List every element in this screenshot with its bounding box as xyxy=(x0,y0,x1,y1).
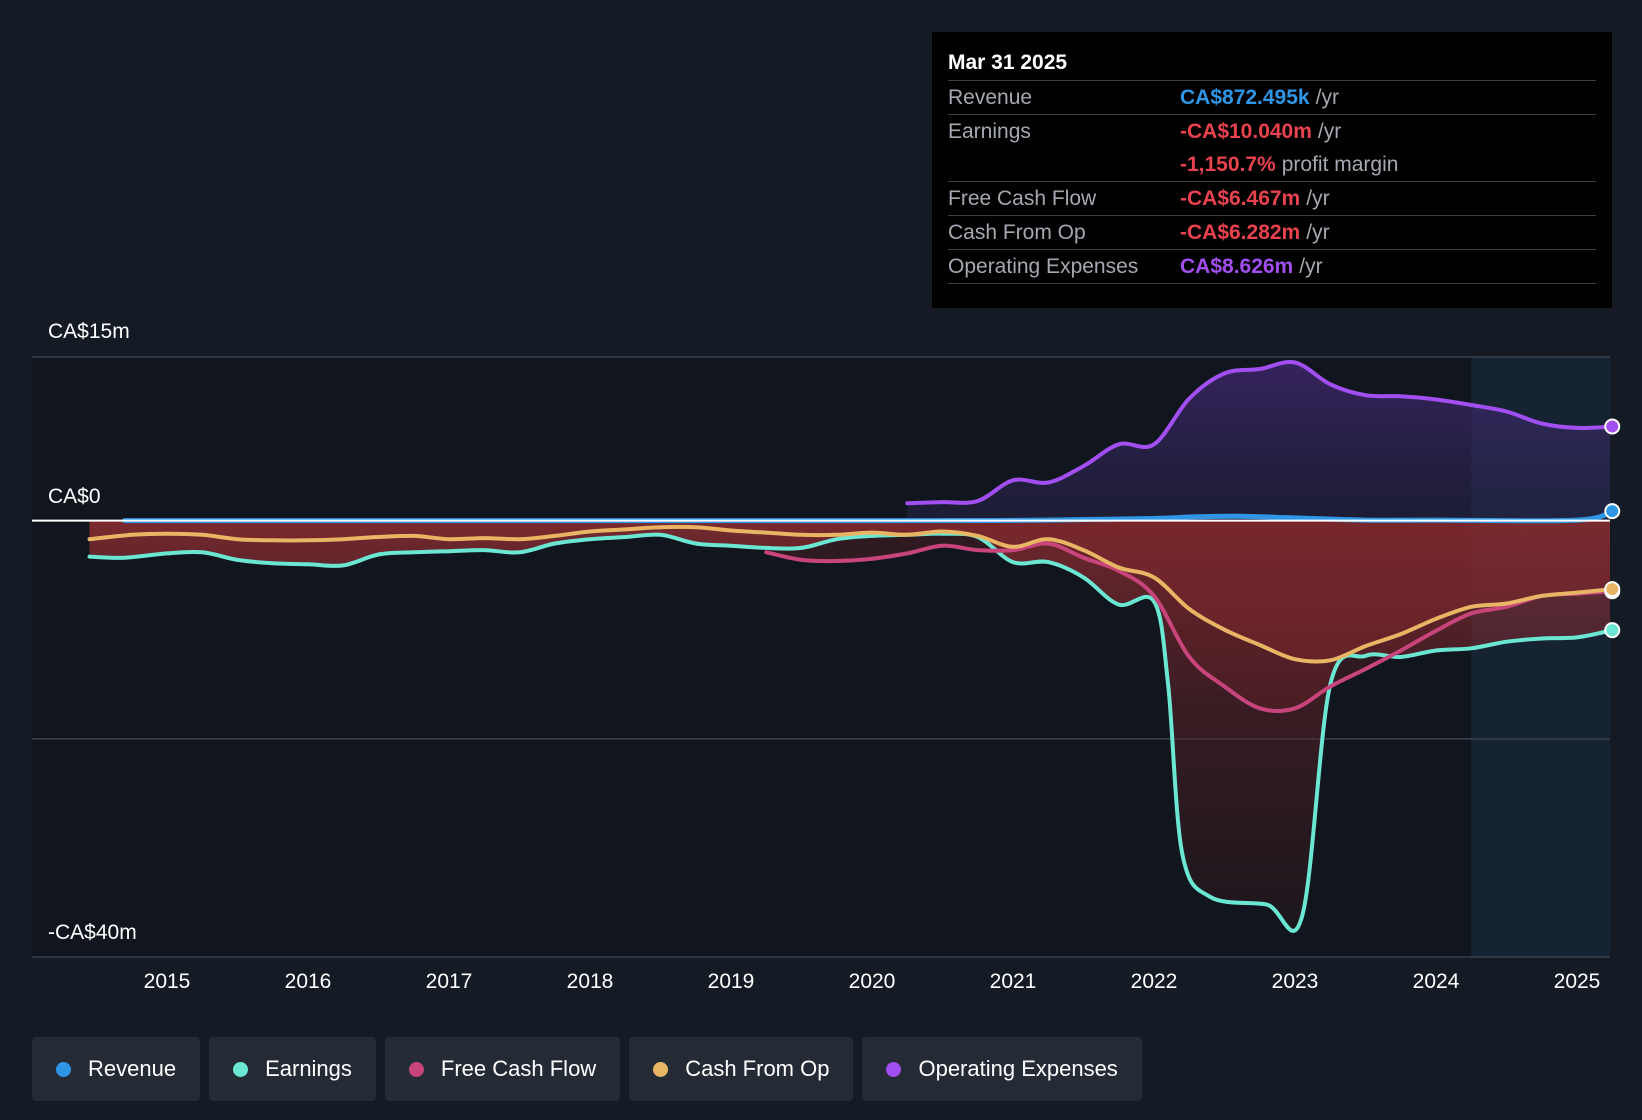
tooltip-row-free-cash-flow: Free Cash Flow -CA$6.467m /yr xyxy=(948,181,1596,215)
revenue-dot-icon xyxy=(56,1061,71,1077)
tooltip-divider xyxy=(948,283,1596,284)
legend-item-operating-expenses[interactable]: Operating Expenses xyxy=(862,1037,1142,1101)
y-label-bottom: -CA$40m xyxy=(48,921,137,944)
tooltip-row-revenue: Revenue CA$872.495k /yr xyxy=(948,80,1596,114)
x-tick-label: 2020 xyxy=(848,970,896,993)
legend-label: Earnings xyxy=(265,1056,352,1081)
tooltip-row-earnings: Earnings -CA$10.040m /yr xyxy=(948,114,1596,148)
x-tick-label: 2025 xyxy=(1553,970,1601,993)
tooltip-row-profit-margin: -1,150.7% profit margin xyxy=(948,148,1596,181)
y-label-zero: CA$0 xyxy=(48,485,101,508)
tooltip-label: Earnings xyxy=(948,120,1031,143)
legend: Revenue Earnings Free Cash Flow Cash Fro… xyxy=(32,1037,1142,1101)
cash-from-op-dot-icon xyxy=(653,1061,669,1077)
tooltip-unit: /yr xyxy=(1306,187,1330,210)
x-tick-label: 2016 xyxy=(284,970,332,993)
tooltip-label: Cash From Op xyxy=(948,221,1086,244)
legend-item-free-cash-flow[interactable]: Free Cash Flow xyxy=(384,1037,621,1101)
tooltip-label xyxy=(948,148,1180,181)
operating-expenses-dot-icon xyxy=(886,1061,902,1077)
cash-from-op-endpoint[interactable] xyxy=(1604,581,1621,598)
legend-label: Free Cash Flow xyxy=(440,1056,597,1081)
x-tick-label: 2022 xyxy=(1130,970,1178,993)
tooltip-unit: profit margin xyxy=(1281,153,1399,176)
tooltip-unit: /yr xyxy=(1317,120,1342,143)
tooltip-unit: /yr xyxy=(1306,221,1330,244)
tooltip-value: -1,150.7% xyxy=(1180,153,1276,176)
tooltip-label: Free Cash Flow xyxy=(948,187,1097,210)
operating-expenses-line[interactable] xyxy=(905,359,1612,506)
x-tick-label: 2021 xyxy=(989,970,1037,993)
tooltip-date: Mar 31 2025 xyxy=(948,51,1068,74)
revenue-endpoint[interactable] xyxy=(1604,503,1621,520)
earnings-dot-icon xyxy=(233,1061,249,1077)
tooltip-value: -CA$10.040m xyxy=(1180,120,1312,143)
earnings-area xyxy=(89,520,1610,931)
tooltip-value: -CA$6.282m xyxy=(1180,221,1301,244)
x-tick-label: 2018 xyxy=(566,970,614,993)
x-tick-label: 2019 xyxy=(707,970,755,993)
x-tick-label: 2024 xyxy=(1412,970,1460,993)
tooltip-unit: /yr xyxy=(1299,255,1323,278)
x-tick-label: 2023 xyxy=(1271,970,1319,993)
operating-expenses-area xyxy=(907,361,1610,521)
tooltip-value: CA$872.495k xyxy=(1180,86,1310,109)
y-label-top: CA$15m xyxy=(48,320,130,343)
x-tick-label: 2017 xyxy=(425,970,473,993)
cash-from-op-area xyxy=(89,520,1610,662)
tooltip-row-operating-expenses: Operating Expenses CA$8.626m /yr xyxy=(948,249,1596,283)
tooltip-value: CA$8.626m xyxy=(1180,255,1294,278)
free-cash-flow-dot-icon xyxy=(408,1061,424,1077)
free-cash-flow-area xyxy=(766,520,1610,711)
tooltip-label: Operating Expenses xyxy=(948,255,1139,278)
tooltip-label: Revenue xyxy=(948,86,1033,109)
tooltip-value: -CA$6.467m xyxy=(1180,187,1301,210)
tooltip: Mar 31 2025 Revenue CA$872.495k /yr Earn… xyxy=(932,32,1612,308)
operating-expenses-endpoint[interactable] xyxy=(1604,418,1621,435)
tooltip-unit: /yr xyxy=(1315,86,1339,109)
legend-label: Revenue xyxy=(88,1056,177,1081)
legend-label: Operating Expenses xyxy=(918,1056,1118,1081)
legend-item-earnings[interactable]: Earnings xyxy=(209,1037,376,1101)
x-tick-label: 2015 xyxy=(143,970,191,993)
cash-from-op-line[interactable] xyxy=(87,524,1613,664)
free-cash-flow-line[interactable] xyxy=(764,541,1612,713)
earnings-endpoint[interactable] xyxy=(1604,622,1621,639)
legend-label: Cash From Op xyxy=(685,1056,830,1081)
legend-item-cash-from-op[interactable]: Cash From Op xyxy=(629,1037,854,1101)
legend-item-revenue[interactable]: Revenue xyxy=(32,1037,201,1101)
tooltip-row-cash-from-op: Cash From Op -CA$6.282m /yr xyxy=(948,215,1596,249)
